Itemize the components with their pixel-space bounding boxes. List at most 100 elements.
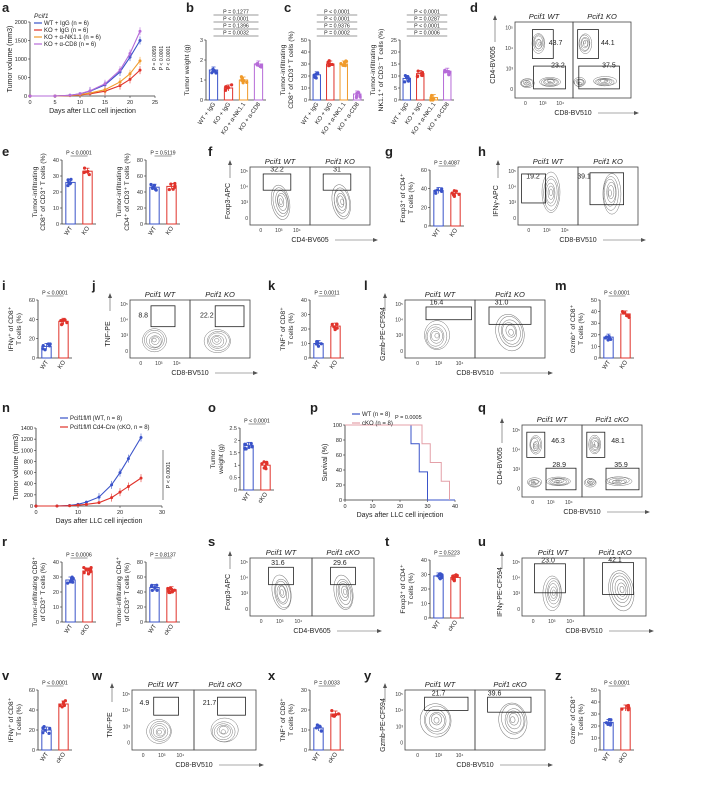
data-point xyxy=(448,70,452,74)
data-point xyxy=(166,586,170,591)
flow-tick-label: 0 xyxy=(260,619,263,625)
data-point xyxy=(606,338,610,342)
p-value: P < 0.0001 xyxy=(42,291,68,297)
contour-ring xyxy=(610,572,632,607)
y-tick-label: 20 xyxy=(421,587,427,593)
flow-tick-label: 10⁵ xyxy=(505,26,513,32)
contour-ring xyxy=(577,79,584,85)
y-axis-title: Tumor weight (g) xyxy=(184,44,191,95)
arrow-head xyxy=(641,238,646,242)
contour-ring xyxy=(203,329,231,353)
data-point xyxy=(606,722,610,726)
data-point xyxy=(68,181,73,185)
flow-plot-title: Pcif1 cKO xyxy=(595,415,629,424)
p-value: P < 0.0001 xyxy=(414,10,440,16)
data-point xyxy=(343,64,347,68)
arrow-head xyxy=(377,629,382,633)
contour-ring xyxy=(578,33,592,54)
contour-ring xyxy=(150,336,160,345)
x-tick-label: WT xyxy=(602,359,612,370)
contour-ring xyxy=(498,316,523,348)
series-line-cKO xyxy=(36,477,142,507)
contour-ring xyxy=(544,79,556,85)
legend-entry: KO + IgG (n = 6) xyxy=(44,28,88,34)
series-point xyxy=(28,94,32,98)
contour-ring xyxy=(434,332,440,339)
y-tick-label: 20 xyxy=(137,206,143,212)
data-point xyxy=(355,91,359,95)
gate-box xyxy=(217,696,246,716)
flow-plot-title: Pcif1 WT xyxy=(425,290,457,299)
contour-ring xyxy=(508,712,519,726)
contour-ring xyxy=(271,574,292,610)
x-tick-label: 10 xyxy=(369,504,375,510)
data-point xyxy=(47,731,51,735)
bar-e-left-1 xyxy=(82,170,93,225)
flow-plot-frame xyxy=(193,689,257,751)
flow-tick-label: 10³ xyxy=(275,228,283,234)
data-point xyxy=(41,343,45,348)
panel-label-s: s xyxy=(208,534,215,549)
contour-ring xyxy=(146,332,163,349)
bar-m-1 xyxy=(620,313,631,359)
gate-percentage: 21.7 xyxy=(432,690,446,697)
p-value: P = 0.1277 xyxy=(223,10,249,16)
flow-tick-label: 10³ xyxy=(123,724,131,730)
gate-box xyxy=(521,173,546,204)
contour-ring xyxy=(207,331,230,351)
data-point xyxy=(243,447,247,451)
gate-box xyxy=(532,29,554,59)
data-point xyxy=(150,588,154,593)
flow-tick-label: 10³ xyxy=(539,101,547,107)
flow-tick-label: 10⁴ xyxy=(177,753,185,759)
x-tick-label: 25 xyxy=(152,100,158,106)
contour-ring xyxy=(614,579,628,600)
gate-box xyxy=(602,562,634,595)
data-point xyxy=(60,322,64,326)
flow-tick-label: 10³ xyxy=(158,753,166,759)
series-point xyxy=(97,501,101,505)
legend-title: Pcif1 xyxy=(34,13,49,20)
flow-tick-label: 0 xyxy=(245,607,248,613)
x-tick-label: KO xyxy=(57,359,67,370)
contour-ring xyxy=(425,324,448,349)
x-tick-label: WT xyxy=(40,359,50,370)
data-point xyxy=(152,183,157,188)
contour-ring xyxy=(278,198,283,205)
contour-ring xyxy=(429,328,443,344)
flow-tick-label: 10⁴ xyxy=(456,361,464,367)
flow-tick-label: 10³ xyxy=(241,591,249,597)
flow-tick-label: 0 xyxy=(517,607,520,613)
y-tick-label: 50 xyxy=(591,688,597,694)
flow-y-axis-title: TNF-PE xyxy=(107,712,114,738)
x-tick-label: 20 xyxy=(117,510,123,516)
y-tick-label: 80 xyxy=(137,158,143,164)
contour-ring xyxy=(579,34,591,52)
data-point xyxy=(608,723,612,727)
flow-tick-label: 10⁵ xyxy=(512,560,520,566)
panel-label-p: p xyxy=(310,400,318,415)
gate-percentage: 39.1 xyxy=(577,174,591,181)
flow-tick-label: 10³ xyxy=(435,361,443,367)
bar-z-1 xyxy=(620,707,631,751)
y-axis-title: T cells (%) xyxy=(578,313,585,345)
flow-tick-label: 10³ xyxy=(548,619,556,625)
contour-ring xyxy=(540,78,559,87)
y-tick-label: 20 xyxy=(137,605,143,611)
gate-box xyxy=(153,696,179,716)
data-point xyxy=(341,63,345,67)
contour-ring xyxy=(336,193,347,211)
flow-tick-label: 0 xyxy=(517,487,520,493)
y-tick-label: 0 xyxy=(32,356,35,362)
y-tick-label: 40 xyxy=(336,468,342,474)
x-tick-label: 0 xyxy=(343,504,346,510)
bar-v-1 xyxy=(58,703,69,751)
contour-ring xyxy=(157,729,162,735)
data-point xyxy=(250,445,254,449)
contour-ring xyxy=(341,585,349,598)
x-tick-label: KO xyxy=(619,359,629,370)
contour-ring xyxy=(548,583,559,602)
flow-plot-frame xyxy=(577,166,639,226)
bar-g-1 xyxy=(450,192,461,227)
contour-ring xyxy=(419,703,452,738)
